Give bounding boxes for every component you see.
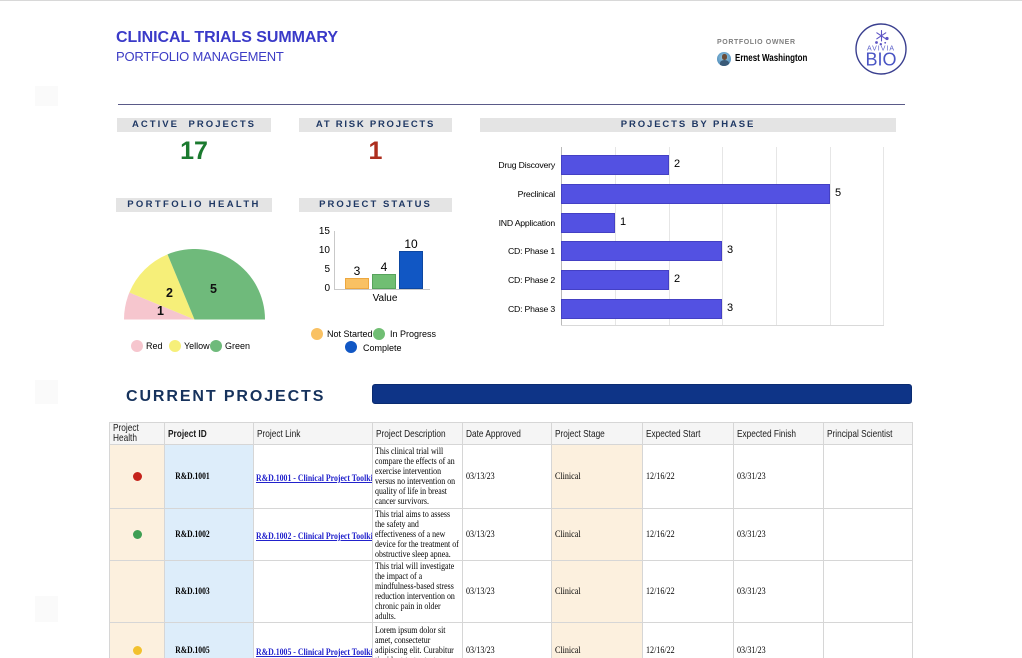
svg-text:BIO: BIO bbox=[865, 50, 896, 70]
svg-text:AVIVIA: AVIVIA bbox=[867, 46, 895, 53]
